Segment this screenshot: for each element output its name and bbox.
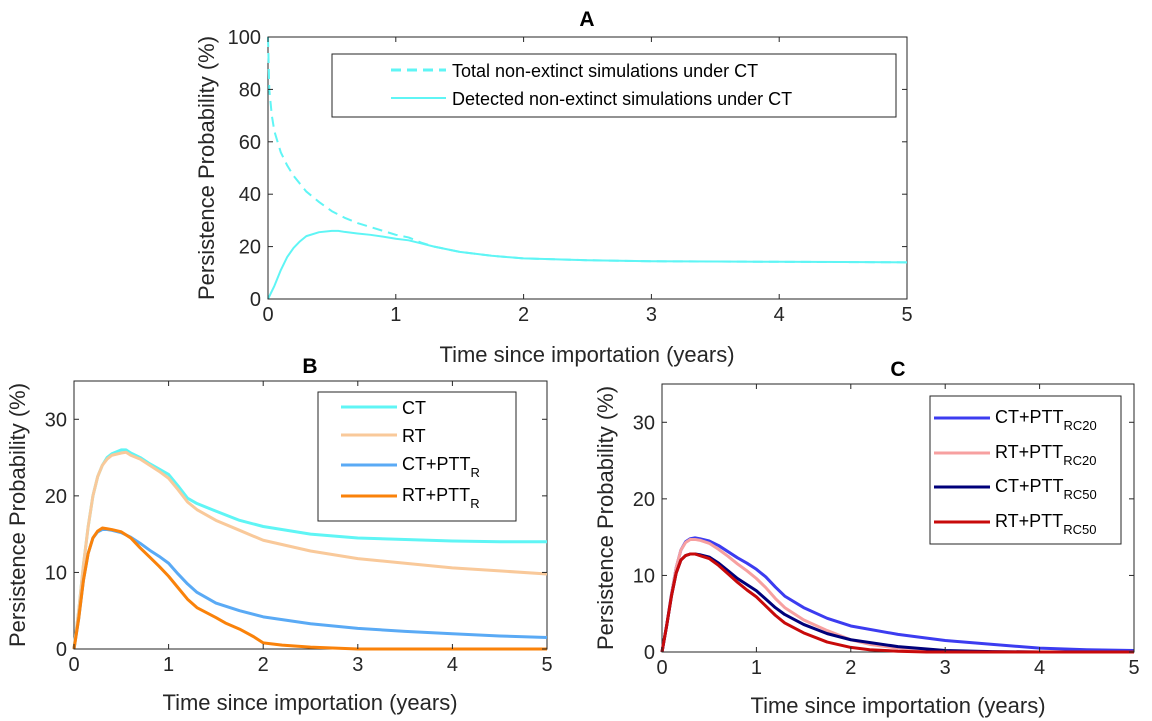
panel-b-series-line-1	[72, 450, 548, 650]
panel-b-title: B	[302, 355, 317, 378]
panel-a-legend: Total non-extinct simulations under CT D…	[331, 53, 897, 118]
panel-a-y-tick-label-0: 0	[250, 289, 261, 311]
panel-b-chart: 0 1 2 3 4 5 0 10 20 30 B Time since importation (…	[5, 355, 553, 715]
panel-b-legend-label-2: CT+PTTR	[402, 454, 480, 480]
panel-c-y-tick-label-1: 10	[633, 565, 655, 587]
panel-c-series-layer	[660, 536, 1135, 654]
panel-b-x-tick-label-5: 5	[541, 654, 552, 676]
panel-a-y-axis-label: Persistence Probability (%)	[194, 36, 219, 300]
panel-c-series-line-1	[660, 537, 1134, 654]
panel-c-legend-label-2: CT+PTTRC50	[995, 476, 1097, 502]
panel-c-legend-label-0: CT+PTTRC20	[995, 407, 1097, 433]
panel-a-x-axis-label: Time since importation (years)	[439, 342, 734, 367]
panel-a-y-tick-label-4: 80	[239, 79, 261, 101]
panel-b-legend-name-0: CT	[402, 398, 426, 418]
panel-b-legend-name-1: RT	[402, 426, 426, 446]
panel-a-y-tick-label-3: 60	[239, 132, 261, 154]
panel-c-legend-name-3: RT+PTT	[995, 511, 1063, 531]
panel-b-x-tick-label-2: 2	[258, 654, 269, 676]
panel-c-x-axis-label: Time since importation (years)	[750, 693, 1045, 718]
panel-b-legend-box	[317, 391, 517, 522]
panel-c-legend-sub-0: RC20	[1064, 418, 1097, 433]
panel-a-y-tick-label-5: 100	[228, 27, 261, 49]
panel-c-legend-sub-1: RC20	[1063, 453, 1096, 468]
panel-a-x-tick-label-5: 5	[901, 304, 912, 326]
panel-c-series-line-3	[660, 552, 1134, 654]
panel-b-series-layer	[72, 448, 548, 651]
panel-c-x-tick-label-0: 0	[656, 657, 667, 679]
panel-c-x-tick-label-1: 1	[751, 657, 762, 679]
panel-c-x-tick-label-3: 3	[940, 657, 951, 679]
panel-b-legend-name-3: RT+PTT	[402, 485, 470, 505]
panel-b-legend: CT RT CT+PTTR RT+PTTR	[317, 391, 517, 522]
panel-b-x-tick-label-4: 4	[447, 654, 458, 676]
panel-a-chart: 0 1 2 3 4 5 0 20 40 60 80 100 A Time since importat…	[194, 8, 913, 367]
panel-b-y-tick-label-0: 0	[56, 639, 67, 661]
panel-a-series-line-1	[267, 229, 908, 300]
panel-a-x-tick-label-1: 1	[390, 304, 401, 326]
panel-c-y-tick-label-3: 30	[633, 412, 655, 434]
panel-c-title: C	[890, 358, 905, 381]
panel-c-legend-label-1: RT+PTTRC20	[995, 442, 1096, 468]
panel-c-chart: 0 1 2 3 4 5 0 10 20 30 C Time since importation (…	[593, 358, 1140, 718]
panel-c-ticks: 0 1 2 3 4 5 0 10 20 30	[633, 384, 1140, 679]
panel-b-x-tick-label-3: 3	[352, 654, 363, 676]
panel-c-y-tick-label-0: 0	[644, 642, 655, 664]
panel-c-y-tick-label-2: 20	[633, 489, 655, 511]
panel-b-y-axis-label: Persistence Probability (%)	[5, 383, 30, 647]
panel-a-legend-box	[331, 53, 897, 118]
panel-c-legend-sub-3: RC50	[1063, 522, 1096, 537]
panel-c-x-tick-label-4: 4	[1034, 657, 1045, 679]
panel-a-x-tick-label-0: 0	[262, 304, 273, 326]
panel-a-y-tick-label-1: 20	[239, 237, 261, 259]
panel-c-legend-sub-2: RC50	[1064, 487, 1097, 502]
panel-b-legend-label-3: RT+PTTR	[402, 485, 480, 511]
panel-b-x-tick-label-0: 0	[68, 654, 79, 676]
panel-b-y-tick-label-2: 20	[45, 486, 67, 508]
panel-c-x-tick-label-5: 5	[1128, 657, 1139, 679]
panel-a-x-tick-label-4: 4	[774, 304, 785, 326]
panel-b-legend-label-1: RT	[402, 426, 426, 446]
panel-b-legend-name-2: CT+PTT	[402, 454, 471, 474]
panel-a-y-tick-label-2: 40	[239, 184, 261, 206]
panel-b-series-line-3	[72, 526, 547, 651]
panel-b-y-tick-label-3: 30	[45, 409, 67, 431]
panel-a-series-layer	[267, 36, 908, 300]
panel-a-x-tick-label-3: 3	[646, 304, 657, 326]
panel-c-x-tick-label-2: 2	[845, 657, 856, 679]
panel-c-legend: CT+PTTRC20 RT+PTTRC20 CT+PTTRC50 RT+PTTR…	[929, 395, 1122, 545]
panel-b-x-axis-label: Time since importation (years)	[162, 690, 457, 715]
panel-c-legend-name-1: RT+PTT	[995, 442, 1063, 462]
panel-b-y-tick-label-1: 10	[45, 562, 67, 584]
panel-b-legend-sub-3: R	[470, 496, 479, 511]
panel-b-legend-sub-2: R	[471, 465, 480, 480]
panel-b-x-tick-label-1: 1	[163, 654, 174, 676]
panel-a-title: A	[579, 8, 594, 31]
panel-c-legend-name-0: CT+PTT	[995, 407, 1064, 427]
panel-a-ticks: 0 1 2 3 4 5 0 20 40 60 80 100	[228, 27, 913, 326]
panel-b-legend-label-0: CT	[402, 398, 426, 418]
panel-c-legend-box	[929, 395, 1122, 545]
panel-c-y-axis-label: Persistence Probability (%)	[593, 386, 618, 650]
panel-a-x-tick-label-2: 2	[518, 304, 529, 326]
panel-c-legend-label-3: RT+PTTRC50	[995, 511, 1096, 537]
panel-a-legend-label-detected: Detected non-extinct simulations under C…	[452, 89, 792, 109]
panel-c-legend-name-2: CT+PTT	[995, 476, 1064, 496]
panel-b-ticks: 0 1 2 3 4 5 0 10 20 30	[45, 381, 553, 676]
panel-a-legend-label-total: Total non-extinct simulations under CT	[452, 61, 758, 81]
